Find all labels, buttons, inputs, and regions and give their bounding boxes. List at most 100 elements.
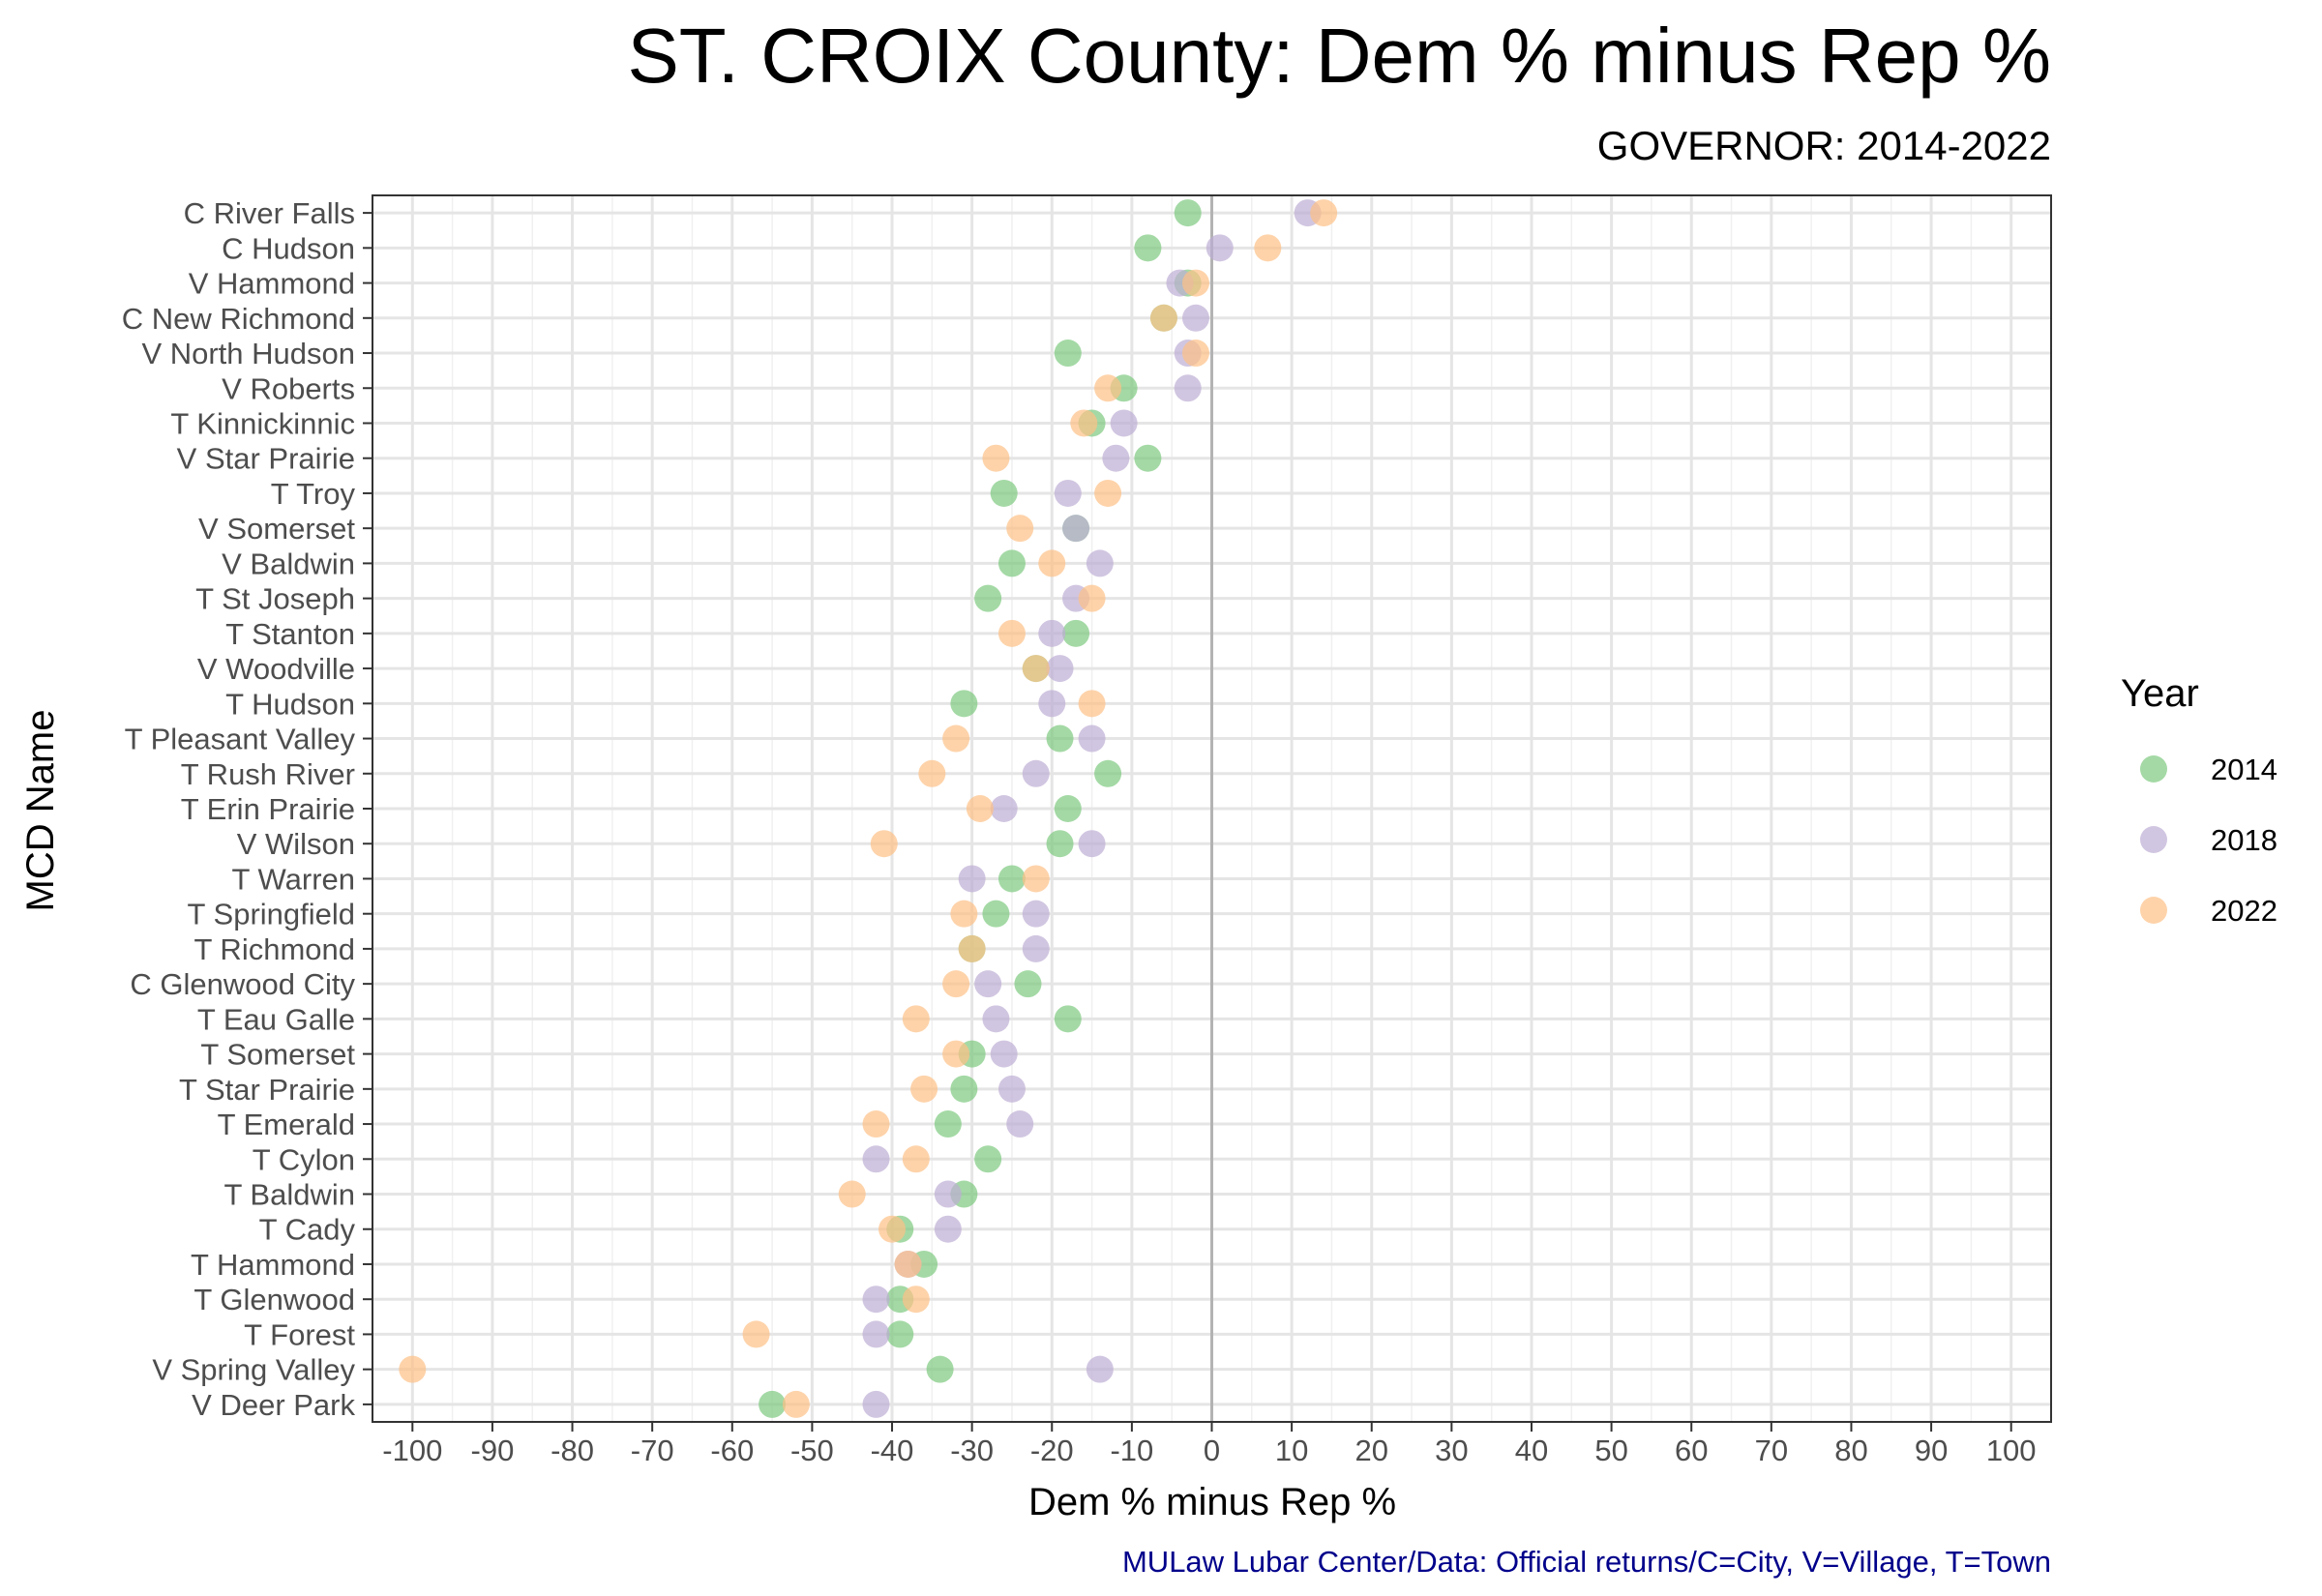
y-tick-label: T Kinnickinnic <box>170 406 355 440</box>
data-point <box>982 444 1010 472</box>
x-tick-label: -90 <box>471 1433 515 1467</box>
x-tick-label: 20 <box>1354 1433 1387 1467</box>
data-point <box>974 970 1002 998</box>
data-point <box>1054 340 1082 368</box>
data-point <box>997 865 1026 893</box>
data-point <box>1038 619 1066 647</box>
data-point <box>1110 409 1138 437</box>
data-point <box>894 1250 922 1278</box>
data-point <box>990 1040 1018 1068</box>
chart-subtitle: GOVERNOR: 2014-2022 <box>1597 123 2051 168</box>
data-point <box>942 724 970 753</box>
data-point <box>886 1320 914 1348</box>
data-point <box>1149 304 1177 332</box>
legend-label-2014: 2014 <box>2211 753 2277 786</box>
data-point <box>958 934 986 962</box>
legend-key-2018 <box>2140 826 2167 853</box>
data-point <box>982 900 1010 928</box>
data-point <box>862 1286 890 1314</box>
data-point <box>862 1110 890 1138</box>
y-tick-label: C Glenwood City <box>130 967 355 1001</box>
y-tick-label: T St Joseph <box>195 582 355 616</box>
x-tick-label: -50 <box>790 1433 834 1467</box>
data-point <box>934 1215 962 1243</box>
y-axis-title: MCD Name <box>19 710 62 912</box>
y-tick-label: T Troy <box>271 477 356 511</box>
data-point <box>1022 865 1050 893</box>
data-point <box>878 1215 907 1243</box>
x-tick-label: -20 <box>1030 1433 1074 1467</box>
data-point <box>926 1355 954 1383</box>
legend-label-2022: 2022 <box>2211 894 2277 928</box>
data-point <box>1046 724 1074 753</box>
data-point <box>1181 304 1209 332</box>
data-point <box>1174 374 1202 402</box>
y-tick-label: T Springfield <box>188 898 355 931</box>
data-point <box>997 549 1026 577</box>
x-tick-label: 10 <box>1275 1433 1308 1467</box>
y-tick-label: C Hudson <box>222 231 355 265</box>
y-tick-label: V Wilson <box>237 827 355 861</box>
data-point <box>1181 340 1209 368</box>
data-point <box>1310 199 1338 227</box>
data-point <box>1038 690 1066 718</box>
y-tick-label: T Richmond <box>194 932 355 966</box>
data-point <box>1078 830 1106 858</box>
data-point <box>862 1320 890 1348</box>
data-point <box>1062 515 1090 543</box>
y-tick-label: T Hudson <box>225 687 355 721</box>
data-point <box>910 1075 938 1103</box>
x-tick-label: 70 <box>1755 1433 1788 1467</box>
legend-label-2018: 2018 <box>2211 823 2277 857</box>
x-tick-label: 0 <box>1204 1433 1220 1467</box>
data-point <box>902 1145 930 1173</box>
data-point <box>966 795 994 822</box>
x-tick-label: 30 <box>1435 1433 1468 1467</box>
data-point <box>950 900 978 928</box>
data-point <box>942 970 970 998</box>
y-tick-label: V Deer Park <box>192 1388 355 1422</box>
data-point <box>399 1355 427 1383</box>
data-point <box>974 1145 1002 1173</box>
data-point <box>918 759 946 787</box>
data-point <box>1102 444 1130 472</box>
y-tick-label: T Star Prairie <box>179 1073 355 1107</box>
x-tick-label: -70 <box>631 1433 674 1467</box>
data-point <box>1254 234 1282 262</box>
data-point <box>1094 759 1122 787</box>
data-point <box>759 1390 787 1418</box>
data-point <box>902 1286 930 1314</box>
y-tick-label: T Cady <box>259 1213 356 1247</box>
data-point <box>990 795 1018 822</box>
y-tick-label: T Baldwin <box>223 1178 355 1212</box>
x-tick-label: -10 <box>1110 1433 1153 1467</box>
legend-key-2022 <box>2140 897 2167 924</box>
y-tick-label: T Eau Galle <box>197 1002 355 1036</box>
y-tick-label: T Somerset <box>200 1038 355 1072</box>
data-point <box>1094 374 1122 402</box>
data-point <box>862 1390 890 1418</box>
data-point <box>1022 655 1050 683</box>
data-point <box>1054 479 1082 507</box>
y-tick-label: V North Hudson <box>141 337 355 370</box>
data-point <box>1054 1005 1082 1033</box>
y-tick-label: V Baldwin <box>222 547 355 580</box>
x-tick-label: -30 <box>950 1433 994 1467</box>
data-point <box>1086 549 1114 577</box>
data-point <box>742 1320 770 1348</box>
data-point <box>1078 724 1106 753</box>
data-point <box>1022 759 1050 787</box>
data-point <box>1134 444 1162 472</box>
data-point <box>1070 409 1098 437</box>
data-point <box>1206 234 1234 262</box>
data-point <box>1046 830 1074 858</box>
data-point <box>1078 690 1106 718</box>
data-point <box>1022 900 1050 928</box>
y-tick-label: V Roberts <box>222 371 355 405</box>
legend-key-2014 <box>2140 755 2167 783</box>
y-tick-label: T Glenwood <box>194 1283 355 1316</box>
data-point <box>870 830 898 858</box>
data-point <box>1038 549 1066 577</box>
data-point <box>958 865 986 893</box>
y-tick-label: V Star Prairie <box>177 442 355 476</box>
